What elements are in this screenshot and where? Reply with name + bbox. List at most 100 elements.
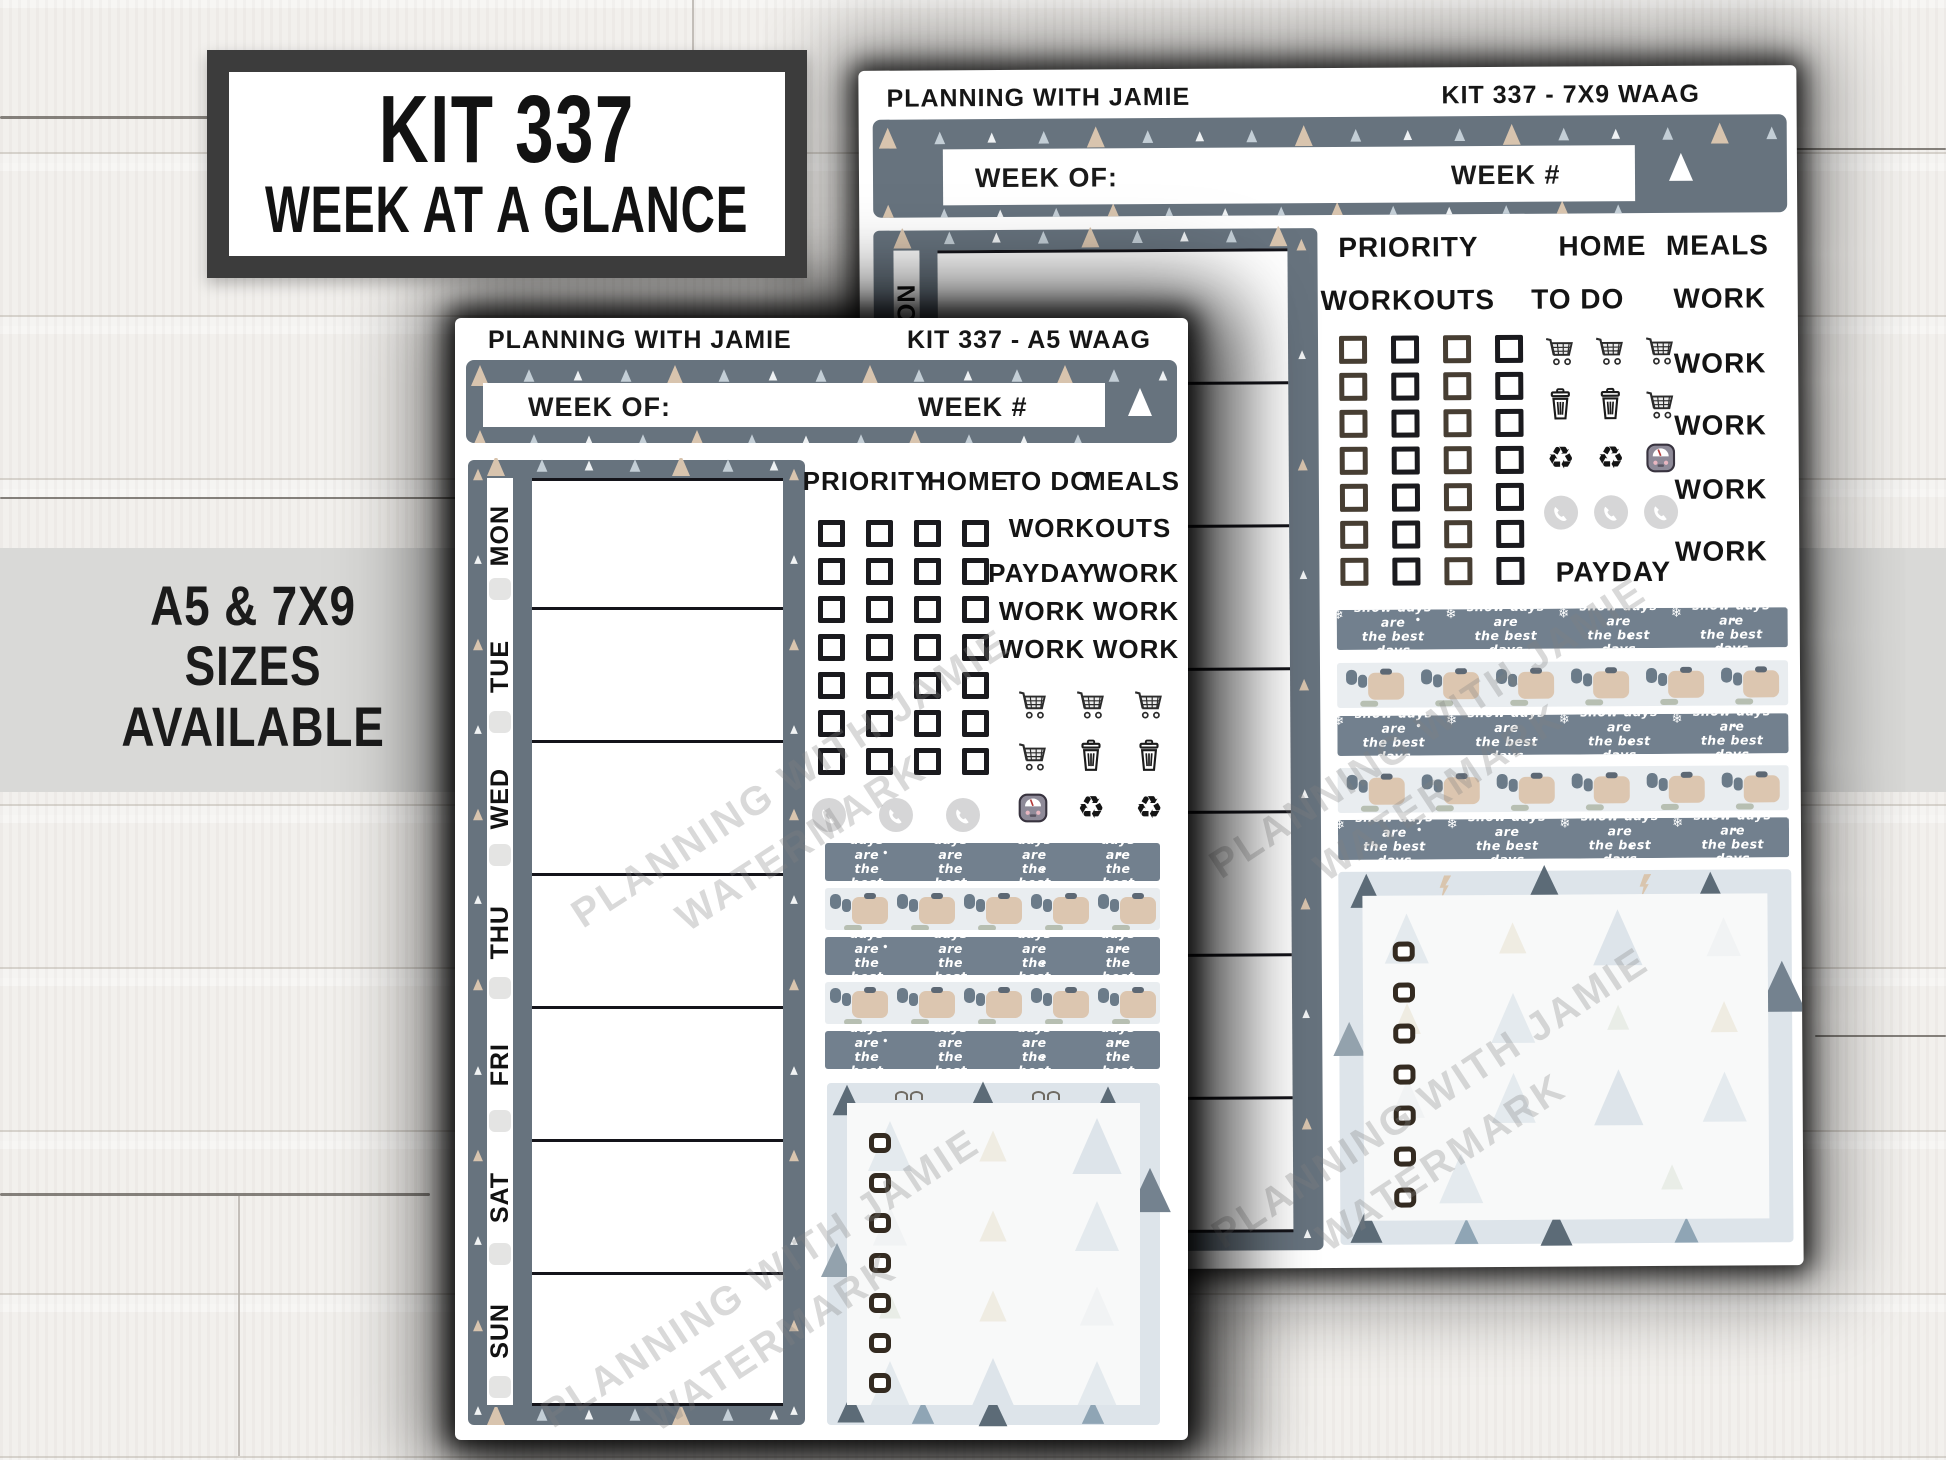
pine-tree-icon bbox=[672, 458, 691, 476]
checkbox-sticker bbox=[818, 710, 845, 737]
pine-tree-icon bbox=[472, 468, 483, 481]
pine-tree-icon bbox=[1333, 1021, 1366, 1056]
pine-tree-icon bbox=[855, 434, 866, 443]
shopping-cart-icon bbox=[1015, 686, 1051, 722]
pine-tree-icon bbox=[487, 458, 505, 476]
tree-pattern-row bbox=[487, 1407, 783, 1425]
checkbox-sticker bbox=[866, 672, 893, 699]
pine-tree-icon bbox=[790, 1235, 798, 1245]
pine-tree-icon bbox=[938, 208, 950, 218]
sweater-icon bbox=[1030, 892, 1089, 930]
week-number-label: WEEK # bbox=[918, 392, 1028, 422]
checkbox-sticker bbox=[869, 1293, 891, 1313]
checkbox-sticker bbox=[869, 1173, 891, 1193]
pine-tree-icon bbox=[1038, 130, 1050, 144]
pine-tree-icon bbox=[1081, 1400, 1105, 1424]
checkbox-sticker bbox=[818, 596, 845, 623]
shopping-cart-icon bbox=[1642, 332, 1678, 368]
checkbox-sticker bbox=[866, 596, 893, 623]
pine-tree-icon bbox=[672, 1407, 691, 1425]
checkbox-sticker-grid bbox=[1338, 334, 1525, 586]
pine-tree-icon bbox=[1388, 205, 1399, 218]
pine-tree-icon bbox=[768, 370, 778, 381]
pine-tree-icon bbox=[1180, 231, 1189, 242]
day-separator bbox=[532, 1403, 783, 1406]
checkbox-sticker bbox=[962, 710, 989, 737]
label-home: HOME bbox=[927, 466, 1009, 496]
shopping-cart-icon bbox=[1642, 386, 1678, 422]
kit-label-a5: KIT 337 - A5 WAAG bbox=[907, 326, 1151, 354]
checkbox-sticker bbox=[914, 672, 941, 699]
tree-pattern-icon bbox=[1072, 1118, 1122, 1174]
label-work: WORK bbox=[1674, 409, 1767, 441]
pine-tree-icon bbox=[1299, 569, 1308, 579]
pine-tree-icon bbox=[790, 1405, 798, 1415]
pine-tree-icon bbox=[911, 1400, 935, 1424]
pine-tree-icon bbox=[528, 434, 540, 443]
brand-name: PLANNING WITH JAMIE bbox=[886, 82, 1191, 113]
pine-tree-icon bbox=[1612, 204, 1624, 218]
pine-tree-icon bbox=[789, 1319, 799, 1332]
pine-tree-icon bbox=[620, 369, 632, 382]
checkbox-sticker bbox=[962, 520, 989, 547]
pine-tree-icon bbox=[536, 459, 548, 472]
pine-tree-icon bbox=[1131, 230, 1143, 244]
checkbox-sticker bbox=[818, 748, 845, 775]
date-square-sticker bbox=[489, 1376, 511, 1398]
checkbox-sticker bbox=[1391, 483, 1421, 512]
title-box: KIT 337 WEEK AT A GLANCE bbox=[207, 50, 807, 278]
pine-tree-icon bbox=[471, 365, 489, 386]
checkbox-sticker bbox=[1496, 519, 1525, 548]
phone-icon bbox=[946, 798, 980, 832]
sticky-checkbox-column bbox=[1392, 941, 1417, 1208]
sweater-icon bbox=[963, 892, 1022, 930]
sweater-icon bbox=[1030, 986, 1089, 1024]
date-square-sticker bbox=[489, 977, 511, 999]
tree-pattern-icon bbox=[1593, 909, 1643, 966]
pine-tree-icon bbox=[1056, 365, 1075, 386]
pine-tree-icon bbox=[789, 809, 799, 821]
checkbox-sticker bbox=[1392, 982, 1416, 1003]
checkbox-sticker bbox=[1443, 483, 1473, 512]
pine-tree-icon bbox=[1500, 205, 1512, 218]
date-square-sticker bbox=[489, 578, 511, 600]
checkbox-sticker bbox=[1392, 520, 1421, 549]
sweater-icon bbox=[1585, 671, 1630, 706]
pine-tree-icon bbox=[629, 1408, 641, 1421]
pine-tree-icon bbox=[472, 1149, 483, 1161]
sweater-icon bbox=[829, 986, 888, 1024]
size-line-3: AVAILABLE bbox=[121, 694, 385, 758]
tree-pattern-icon bbox=[1075, 1201, 1120, 1251]
pine-tree-icon bbox=[472, 638, 483, 651]
checkbox-sticker-grid bbox=[818, 520, 989, 775]
sweater-icon bbox=[1435, 777, 1480, 812]
pine-tree-icon bbox=[688, 430, 707, 443]
wood-plank-seam bbox=[238, 1196, 240, 1456]
pine-tree-icon bbox=[789, 638, 799, 651]
week-number-label: WEEK # bbox=[1450, 159, 1561, 191]
phone-sticker-row bbox=[812, 798, 980, 832]
checkbox-sticker bbox=[818, 634, 845, 661]
checkbox-sticker bbox=[1443, 446, 1472, 475]
pine-tree-icon bbox=[943, 231, 955, 245]
pine-tree-icon bbox=[789, 468, 799, 481]
pine-tree-icon bbox=[1303, 1229, 1312, 1238]
sweater-icon bbox=[896, 986, 955, 1024]
checkbox-sticker bbox=[1442, 335, 1472, 364]
weekly-column-a5: MON TUE WED THU FRI SAT SUN bbox=[468, 458, 805, 1425]
pine-tree-icon bbox=[905, 430, 924, 443]
pine-tree-icon bbox=[963, 370, 973, 381]
pine-tree-icon bbox=[473, 1235, 482, 1245]
pine-tree-icon bbox=[1502, 123, 1521, 145]
title-line-2: WEEK AT A GLANCE bbox=[265, 171, 749, 246]
pine-tree-icon bbox=[1011, 369, 1022, 382]
checkbox-sticker bbox=[1393, 1064, 1416, 1085]
pine-tree-icon bbox=[1302, 1009, 1310, 1019]
